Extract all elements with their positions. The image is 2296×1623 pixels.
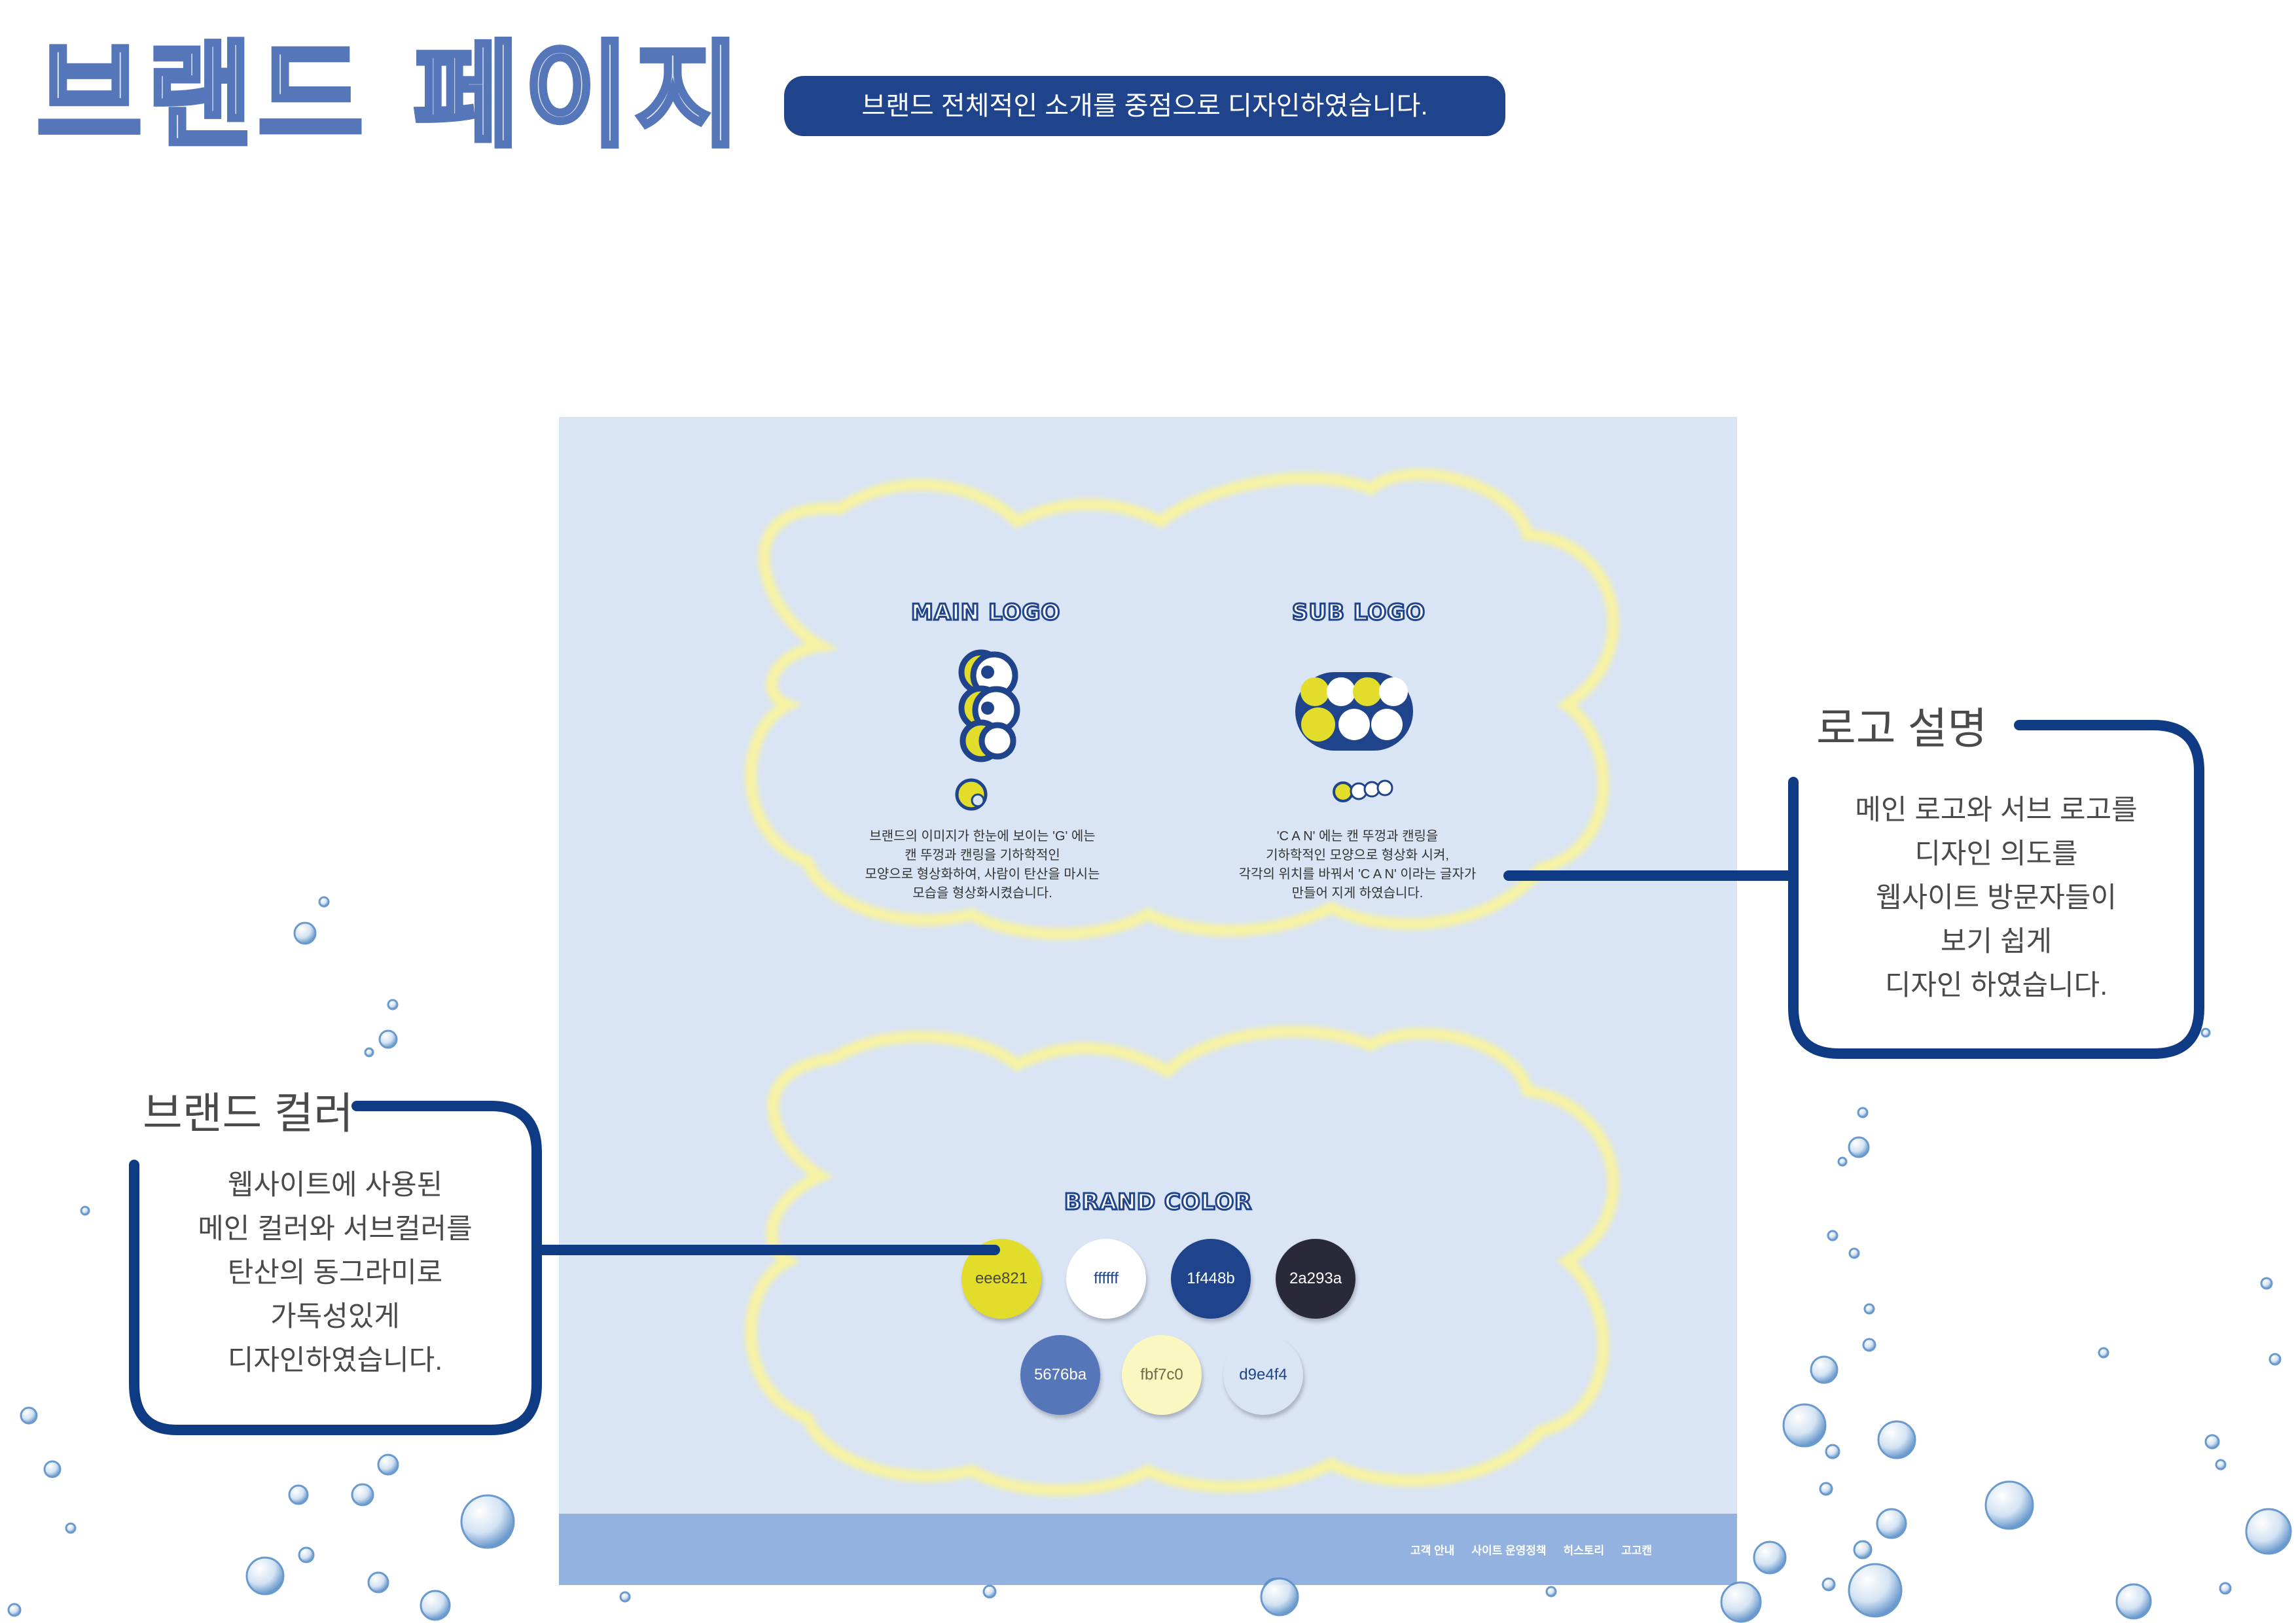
color-swatch: d9e4f4 [1223, 1335, 1303, 1415]
brand-color-title: BRAND COLOR [1063, 1189, 1253, 1215]
logo-cloud-outline [745, 468, 1620, 940]
footer-link[interactable]: 사이트 운영정책 [1471, 1544, 1547, 1557]
color-swatch: 2a293a [1276, 1239, 1355, 1319]
footer-link[interactable]: 고고캔 [1621, 1544, 1652, 1557]
color-swatch: ffffff [1066, 1239, 1146, 1319]
color-swatch: eee821 [961, 1239, 1041, 1319]
footer-links: 고객 안내 사이트 운영정책 히스토리 고고캔 [1410, 1514, 1652, 1585]
g-symbol-image [955, 778, 988, 811]
sub-logo-image [1295, 672, 1413, 751]
logo-callout-title: 로고 설명 [1816, 704, 1988, 753]
logo-callout-body: 메인 로고와 서브 로고를 디자인 의도를 웹사이트 방문자들이 보기 쉽게 디… [1855, 794, 2138, 1001]
color-swatch: fbf7c0 [1122, 1335, 1202, 1415]
intro-banner: 브랜드 전체적인 소개를 중점으로 디자인하였습니다. [784, 76, 1505, 136]
footer-link[interactable]: 고객 안내 [1410, 1544, 1455, 1557]
color-swatch: 1f448b [1171, 1239, 1251, 1319]
sub-logo-title: SUB LOGO [1291, 599, 1426, 626]
main-logo-title: MAIN LOGO [910, 599, 1061, 626]
website-mockup: MAIN LOGO SUB LOGO 브랜드의 이미지가 한눈에 보이는 'G'… [559, 417, 1737, 1585]
sub-logo-description: 'C A N' 에는 캔 뚜껑과 캔링을 기하학적인 모양으로 형상화 시켜, … [1238, 829, 1477, 901]
main-logo-description: 브랜드의 이미지가 한눈에 보이는 'G' 에는 캔 뚜껑과 캔링을 기하학적인… [865, 829, 1100, 901]
page-title: 브랜드 페이지 [35, 30, 745, 163]
main-logo-image [958, 649, 1020, 762]
footer-link[interactable]: 히스토리 [1563, 1544, 1605, 1557]
color-callout-body: 웹사이트에 사용된 메인 컬러와 서브컬러를 탄산의 동그라미로 가독성있게 디… [198, 1169, 473, 1376]
mockup-artwork [745, 468, 1620, 1571]
color-callout-title: 브랜드 컬러 [143, 1089, 353, 1137]
color-swatch: 5676ba [1020, 1335, 1100, 1415]
can-symbol-image [1333, 779, 1393, 802]
color-cloud-outline [745, 1026, 1620, 1496]
mockup-footer: 고객 안내 사이트 운영정책 히스토리 고고캔 [559, 1514, 1737, 1585]
